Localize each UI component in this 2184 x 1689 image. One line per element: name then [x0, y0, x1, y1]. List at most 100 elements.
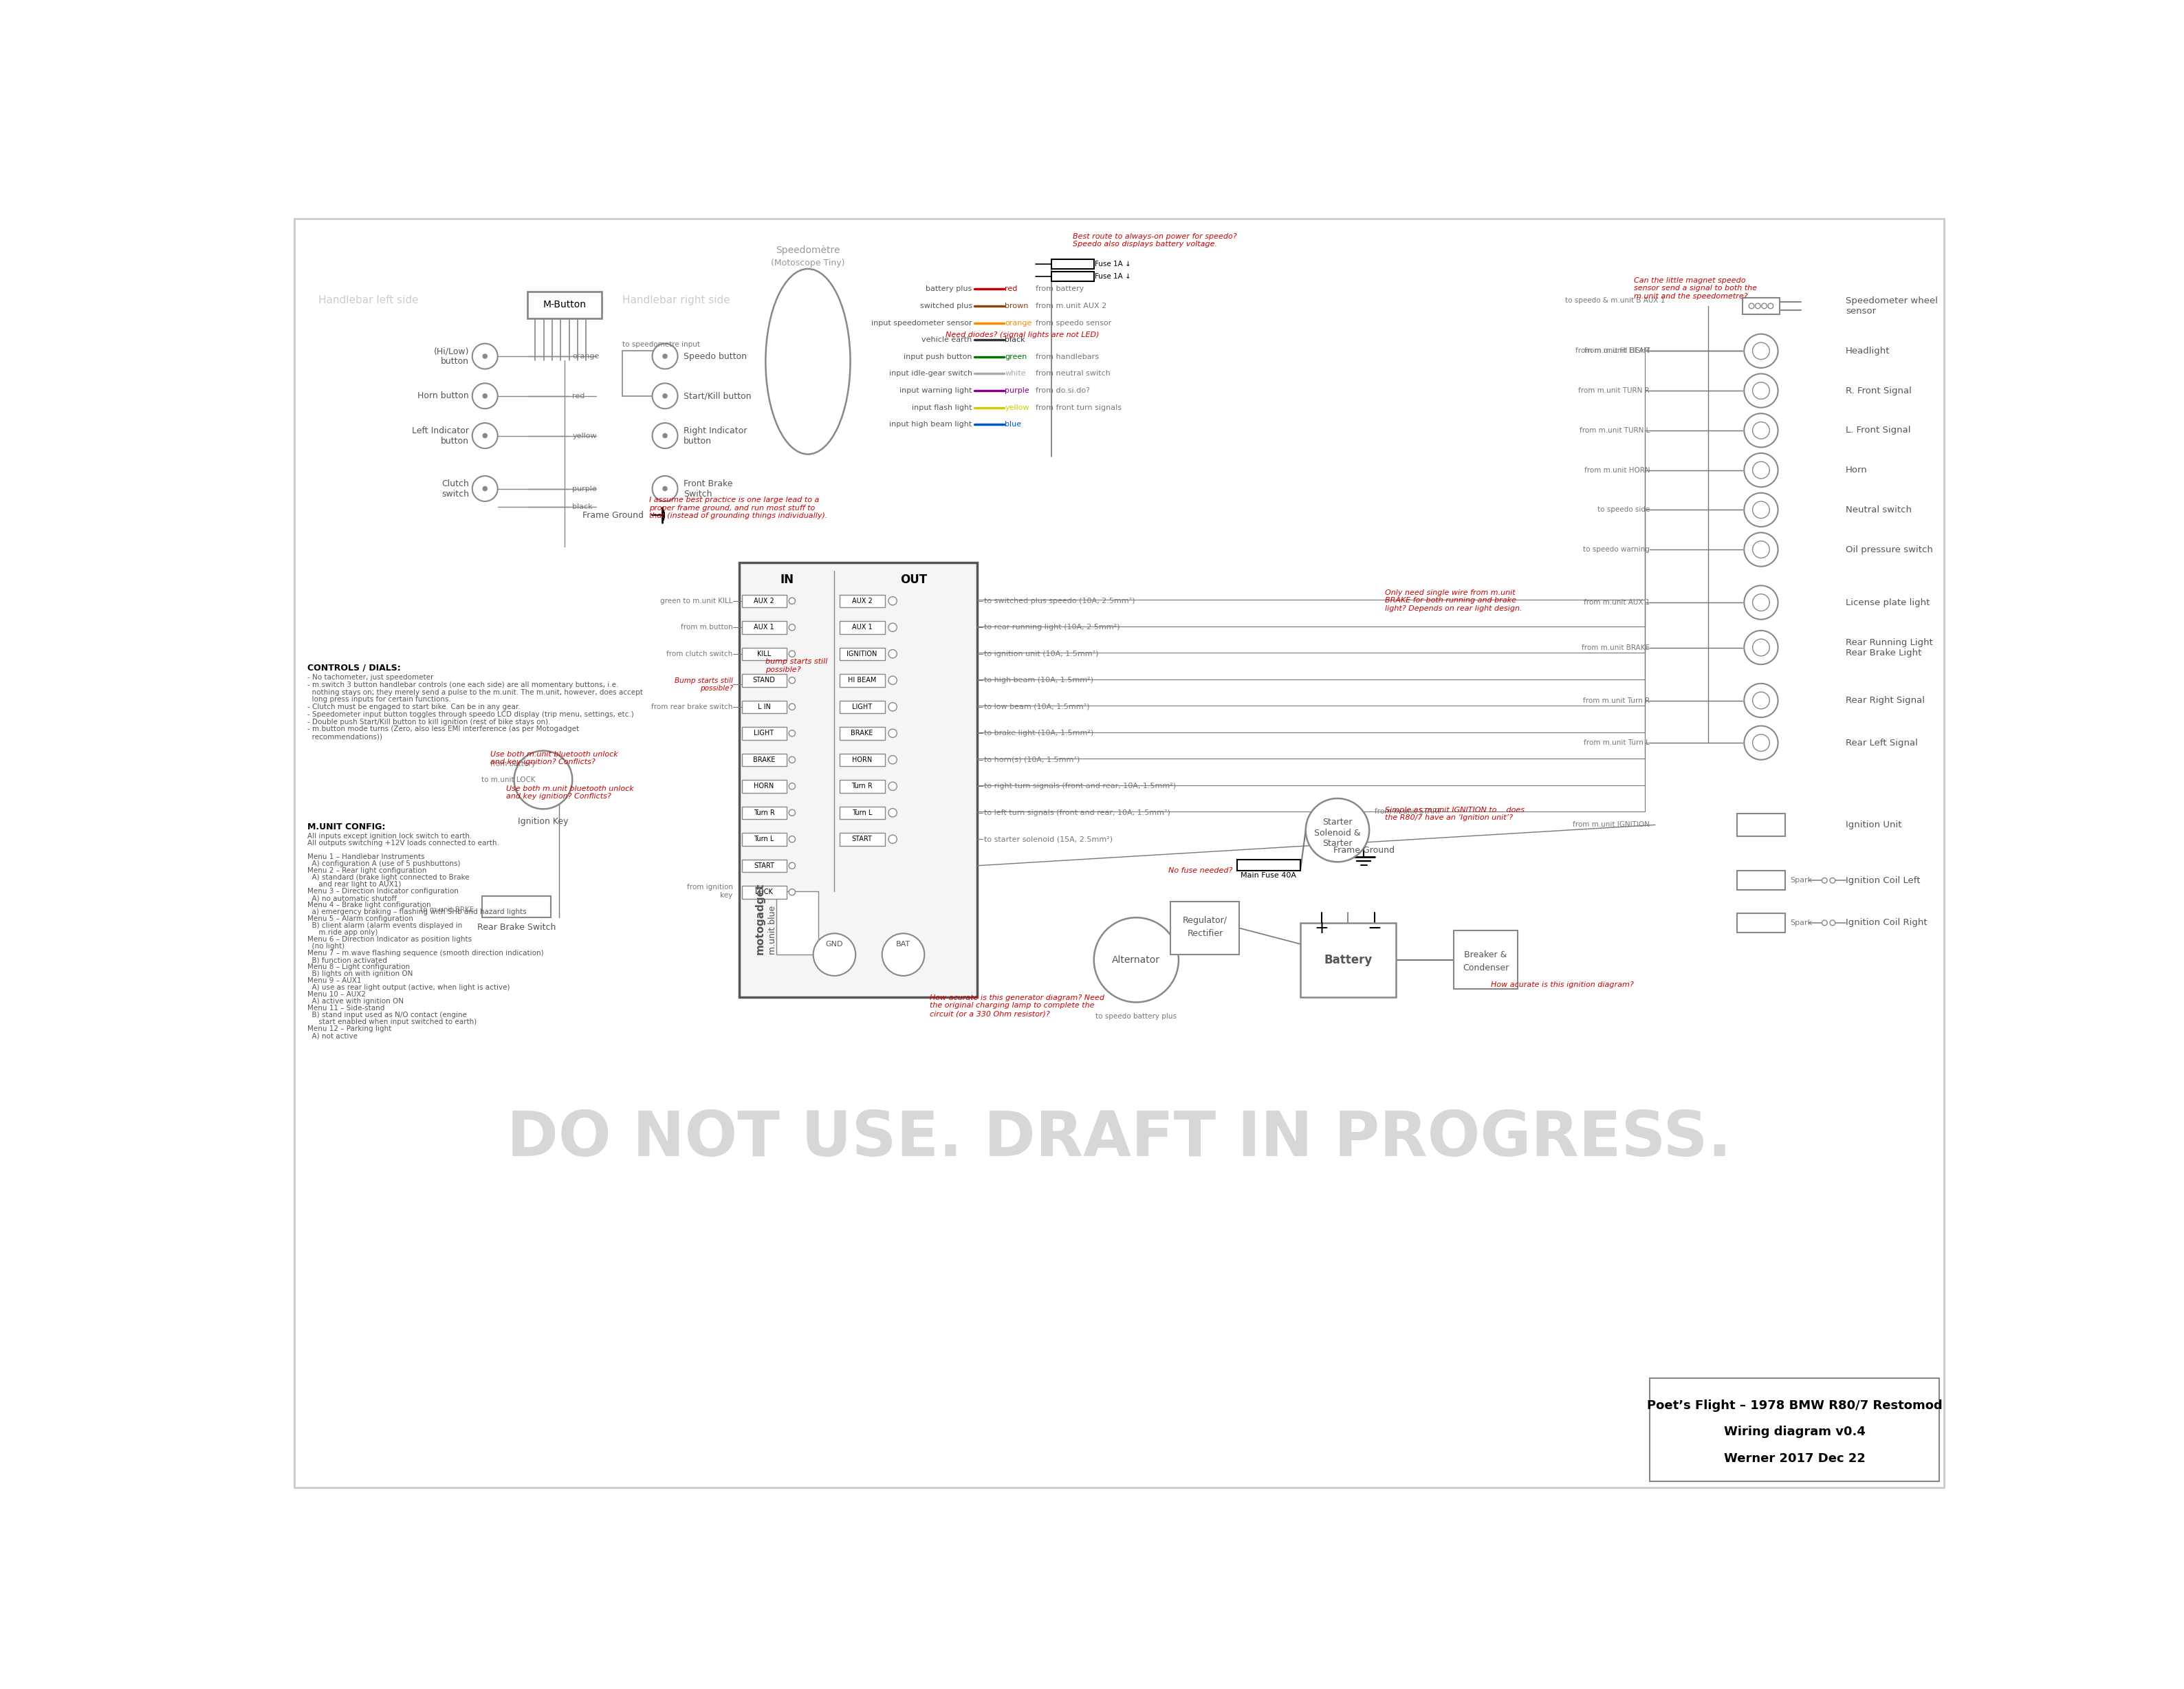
- Text: from battery: from battery: [1035, 285, 1083, 292]
- Text: to m.unit BRKE: to m.unit BRKE: [422, 907, 474, 914]
- Text: Breaker &: Breaker &: [1463, 951, 1507, 959]
- Text: Start/Kill button: Start/Kill button: [684, 392, 751, 400]
- Bar: [526, 292, 601, 318]
- Text: Horn button: Horn button: [417, 392, 470, 400]
- Text: input idle-gear switch: input idle-gear switch: [889, 370, 972, 377]
- Text: motogadget: motogadget: [756, 883, 764, 954]
- Circle shape: [1767, 304, 1773, 309]
- Text: (Hi/Low)
button: (Hi/Low) button: [435, 346, 470, 367]
- Text: Can the little magnet speedo
sensor send a signal to both the
m.unit and the spe: Can the little magnet speedo sensor send…: [1634, 277, 1758, 299]
- Text: Spark: Spark: [1791, 919, 1813, 926]
- Text: Turn R: Turn R: [852, 782, 874, 790]
- Text: Simple as m.unit IGNITION to... does
the R80/7 have an ‘Ignition unit’?: Simple as m.unit IGNITION to... does the…: [1385, 806, 1524, 821]
- Circle shape: [1821, 878, 1828, 883]
- Bar: [839, 806, 885, 819]
- Text: AUX 2: AUX 2: [753, 598, 775, 605]
- Text: to speedometre input: to speedometre input: [622, 341, 701, 348]
- Text: Handlebar left side: Handlebar left side: [319, 296, 419, 306]
- Circle shape: [1094, 917, 1179, 1002]
- Text: Menu 1 – Handlebar Instruments: Menu 1 – Handlebar Instruments: [308, 853, 426, 860]
- Text: A) not active: A) not active: [308, 1032, 358, 1039]
- Text: AUX 1: AUX 1: [852, 623, 871, 630]
- Bar: [839, 674, 885, 687]
- Text: Left Indicator
button: Left Indicator button: [413, 426, 470, 446]
- Circle shape: [788, 757, 795, 763]
- Circle shape: [889, 834, 898, 843]
- Bar: [743, 753, 786, 767]
- Text: orange: orange: [572, 353, 598, 360]
- Text: brown: brown: [1005, 302, 1029, 309]
- Text: Rear Right Signal: Rear Right Signal: [1845, 696, 1924, 704]
- Text: to right turn signals (front and rear, 10A, 1.5mm²): to right turn signals (front and rear, 1…: [983, 782, 1175, 790]
- Text: from do.si.do?: from do.si.do?: [1035, 387, 1090, 394]
- Circle shape: [1821, 921, 1828, 926]
- Text: A) no automatic shutoff: A) no automatic shutoff: [308, 895, 397, 902]
- Circle shape: [889, 596, 898, 605]
- Bar: [743, 726, 786, 740]
- Text: Handlebar right side: Handlebar right side: [622, 296, 729, 306]
- Circle shape: [889, 730, 898, 738]
- Text: green: green: [1005, 353, 1026, 360]
- Text: Main Fuse 40A: Main Fuse 40A: [1241, 872, 1297, 878]
- Text: −: −: [1367, 921, 1382, 936]
- Bar: [839, 701, 885, 713]
- Text: Menu 9 – AUX1: Menu 9 – AUX1: [308, 978, 363, 985]
- Circle shape: [889, 623, 898, 632]
- Circle shape: [1745, 532, 1778, 566]
- Text: How acurate is this ignition diagram?: How acurate is this ignition diagram?: [1492, 981, 1634, 988]
- Bar: [1743, 297, 1780, 314]
- Circle shape: [889, 782, 898, 790]
- Text: Bump starts still
possible?: Bump starts still possible?: [675, 677, 734, 692]
- Text: HI BEAM: HI BEAM: [847, 677, 876, 684]
- Text: purple: purple: [572, 485, 596, 491]
- Text: GND: GND: [826, 941, 843, 948]
- Text: m.ride app only): m.ride app only): [308, 929, 378, 936]
- Text: m.unit blue: m.unit blue: [769, 905, 778, 954]
- Text: Ignition Coil Left: Ignition Coil Left: [1845, 877, 1920, 885]
- Text: Menu 6 – Direction Indicator as position lights: Menu 6 – Direction Indicator as position…: [308, 936, 472, 942]
- Text: +: +: [1315, 921, 1328, 936]
- Circle shape: [1752, 540, 1769, 557]
- Text: B) client alarm (alarm events displayed in: B) client alarm (alarm events displayed …: [308, 922, 463, 929]
- Text: Menu 4 – Brake light configuration: Menu 4 – Brake light configuration: [308, 902, 430, 909]
- Text: from m.unit BRAKE: from m.unit BRAKE: [1581, 644, 1649, 650]
- Bar: [1455, 931, 1518, 990]
- Text: blue: blue: [1005, 421, 1022, 427]
- Bar: [1736, 812, 1784, 836]
- Text: Menu 12 – Parking light: Menu 12 – Parking light: [308, 1025, 391, 1032]
- Circle shape: [483, 434, 487, 437]
- Text: Rear Left Signal: Rear Left Signal: [1845, 738, 1918, 747]
- Text: to speedo side: to speedo side: [1597, 507, 1649, 513]
- Text: L. Front Signal: L. Front Signal: [1845, 426, 1911, 434]
- Text: Speedo button: Speedo button: [684, 351, 747, 361]
- Text: to high beam (10A, 1.5mm²): to high beam (10A, 1.5mm²): [983, 677, 1092, 684]
- Circle shape: [1752, 638, 1769, 655]
- Circle shape: [1752, 422, 1769, 439]
- Text: R. Front Signal: R. Front Signal: [1845, 387, 1911, 395]
- Circle shape: [1745, 630, 1778, 664]
- Bar: [743, 806, 786, 819]
- Text: OUT: OUT: [900, 573, 928, 586]
- Circle shape: [653, 476, 677, 502]
- Bar: [839, 622, 885, 633]
- Text: from m.unit AUX 2: from m.unit AUX 2: [1035, 302, 1107, 309]
- Text: battery plus: battery plus: [926, 285, 972, 292]
- Circle shape: [664, 486, 666, 491]
- Bar: [743, 622, 786, 633]
- Bar: [1171, 902, 1241, 954]
- Circle shape: [664, 434, 666, 437]
- Text: No fuse needed?: No fuse needed?: [1168, 866, 1232, 875]
- Circle shape: [889, 703, 898, 711]
- Text: from battery: from battery: [489, 760, 535, 767]
- Text: from neutral switch: from neutral switch: [1035, 370, 1109, 377]
- Text: Rear Running Light
Rear Brake Light: Rear Running Light Rear Brake Light: [1845, 638, 1933, 657]
- Text: Fuse 1A ↓: Fuse 1A ↓: [1094, 260, 1131, 267]
- Circle shape: [1745, 726, 1778, 760]
- Text: vehicle earth: vehicle earth: [922, 336, 972, 343]
- Text: Menu 10 – AUX2: Menu 10 – AUX2: [308, 991, 367, 998]
- Text: Horn: Horn: [1845, 466, 1867, 475]
- Text: purple: purple: [1005, 387, 1029, 394]
- Text: Frame Ground: Frame Ground: [583, 510, 644, 520]
- Circle shape: [1745, 334, 1778, 368]
- Text: KILL: KILL: [758, 650, 771, 657]
